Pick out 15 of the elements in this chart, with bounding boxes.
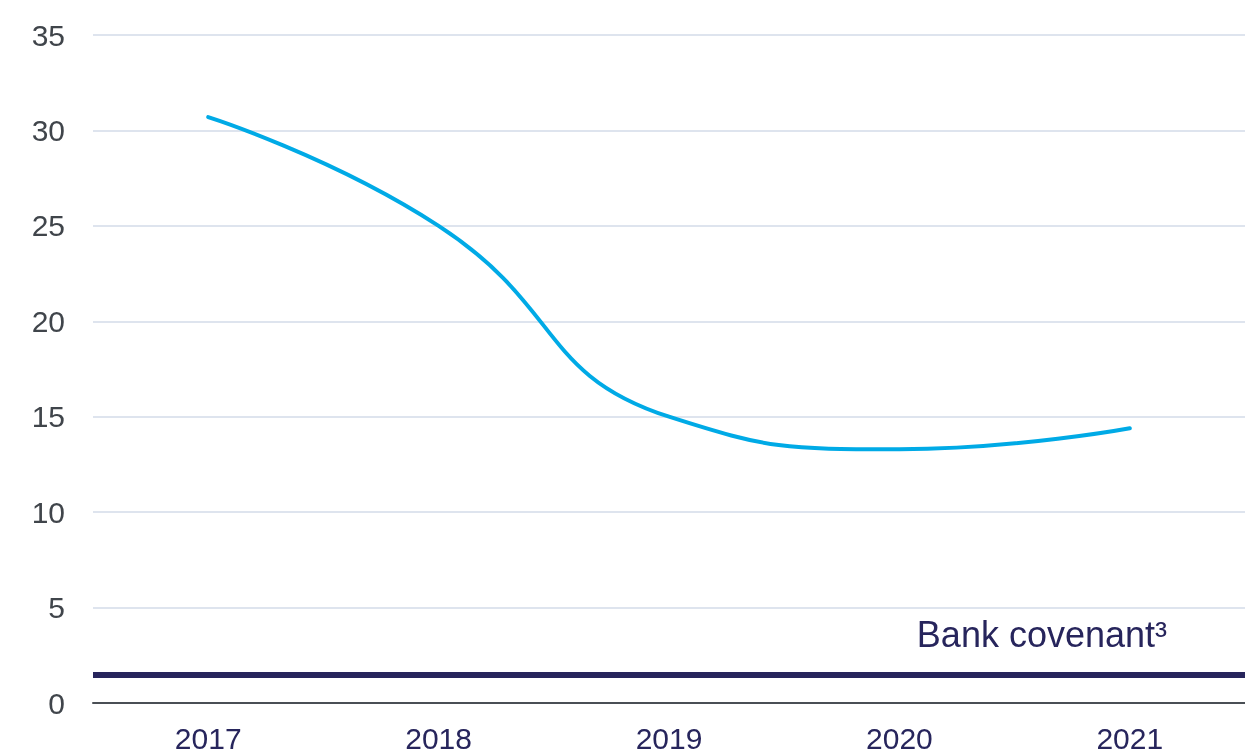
y-tick-label: 20 [31,304,65,338]
y-tick-label: 15 [31,400,65,434]
x-tick-label: 2020 [866,721,933,755]
ref-line-label: Bank covenant³ [916,613,1168,655]
x-tick-label: 2021 [1096,721,1164,755]
x-tick-label: 2019 [635,721,703,755]
x-tick-label: 2018 [405,721,472,755]
y-tick-label: 0 [48,686,65,720]
y-tick-label: 5 [48,591,65,625]
y-tick-label: 35 [31,18,65,52]
y-tick-label: 30 [31,113,65,147]
y-tick-label: 25 [31,209,65,243]
line-series [206,115,1132,452]
x-tick-label: 2017 [174,721,242,755]
y-tick-label: 10 [31,495,65,529]
